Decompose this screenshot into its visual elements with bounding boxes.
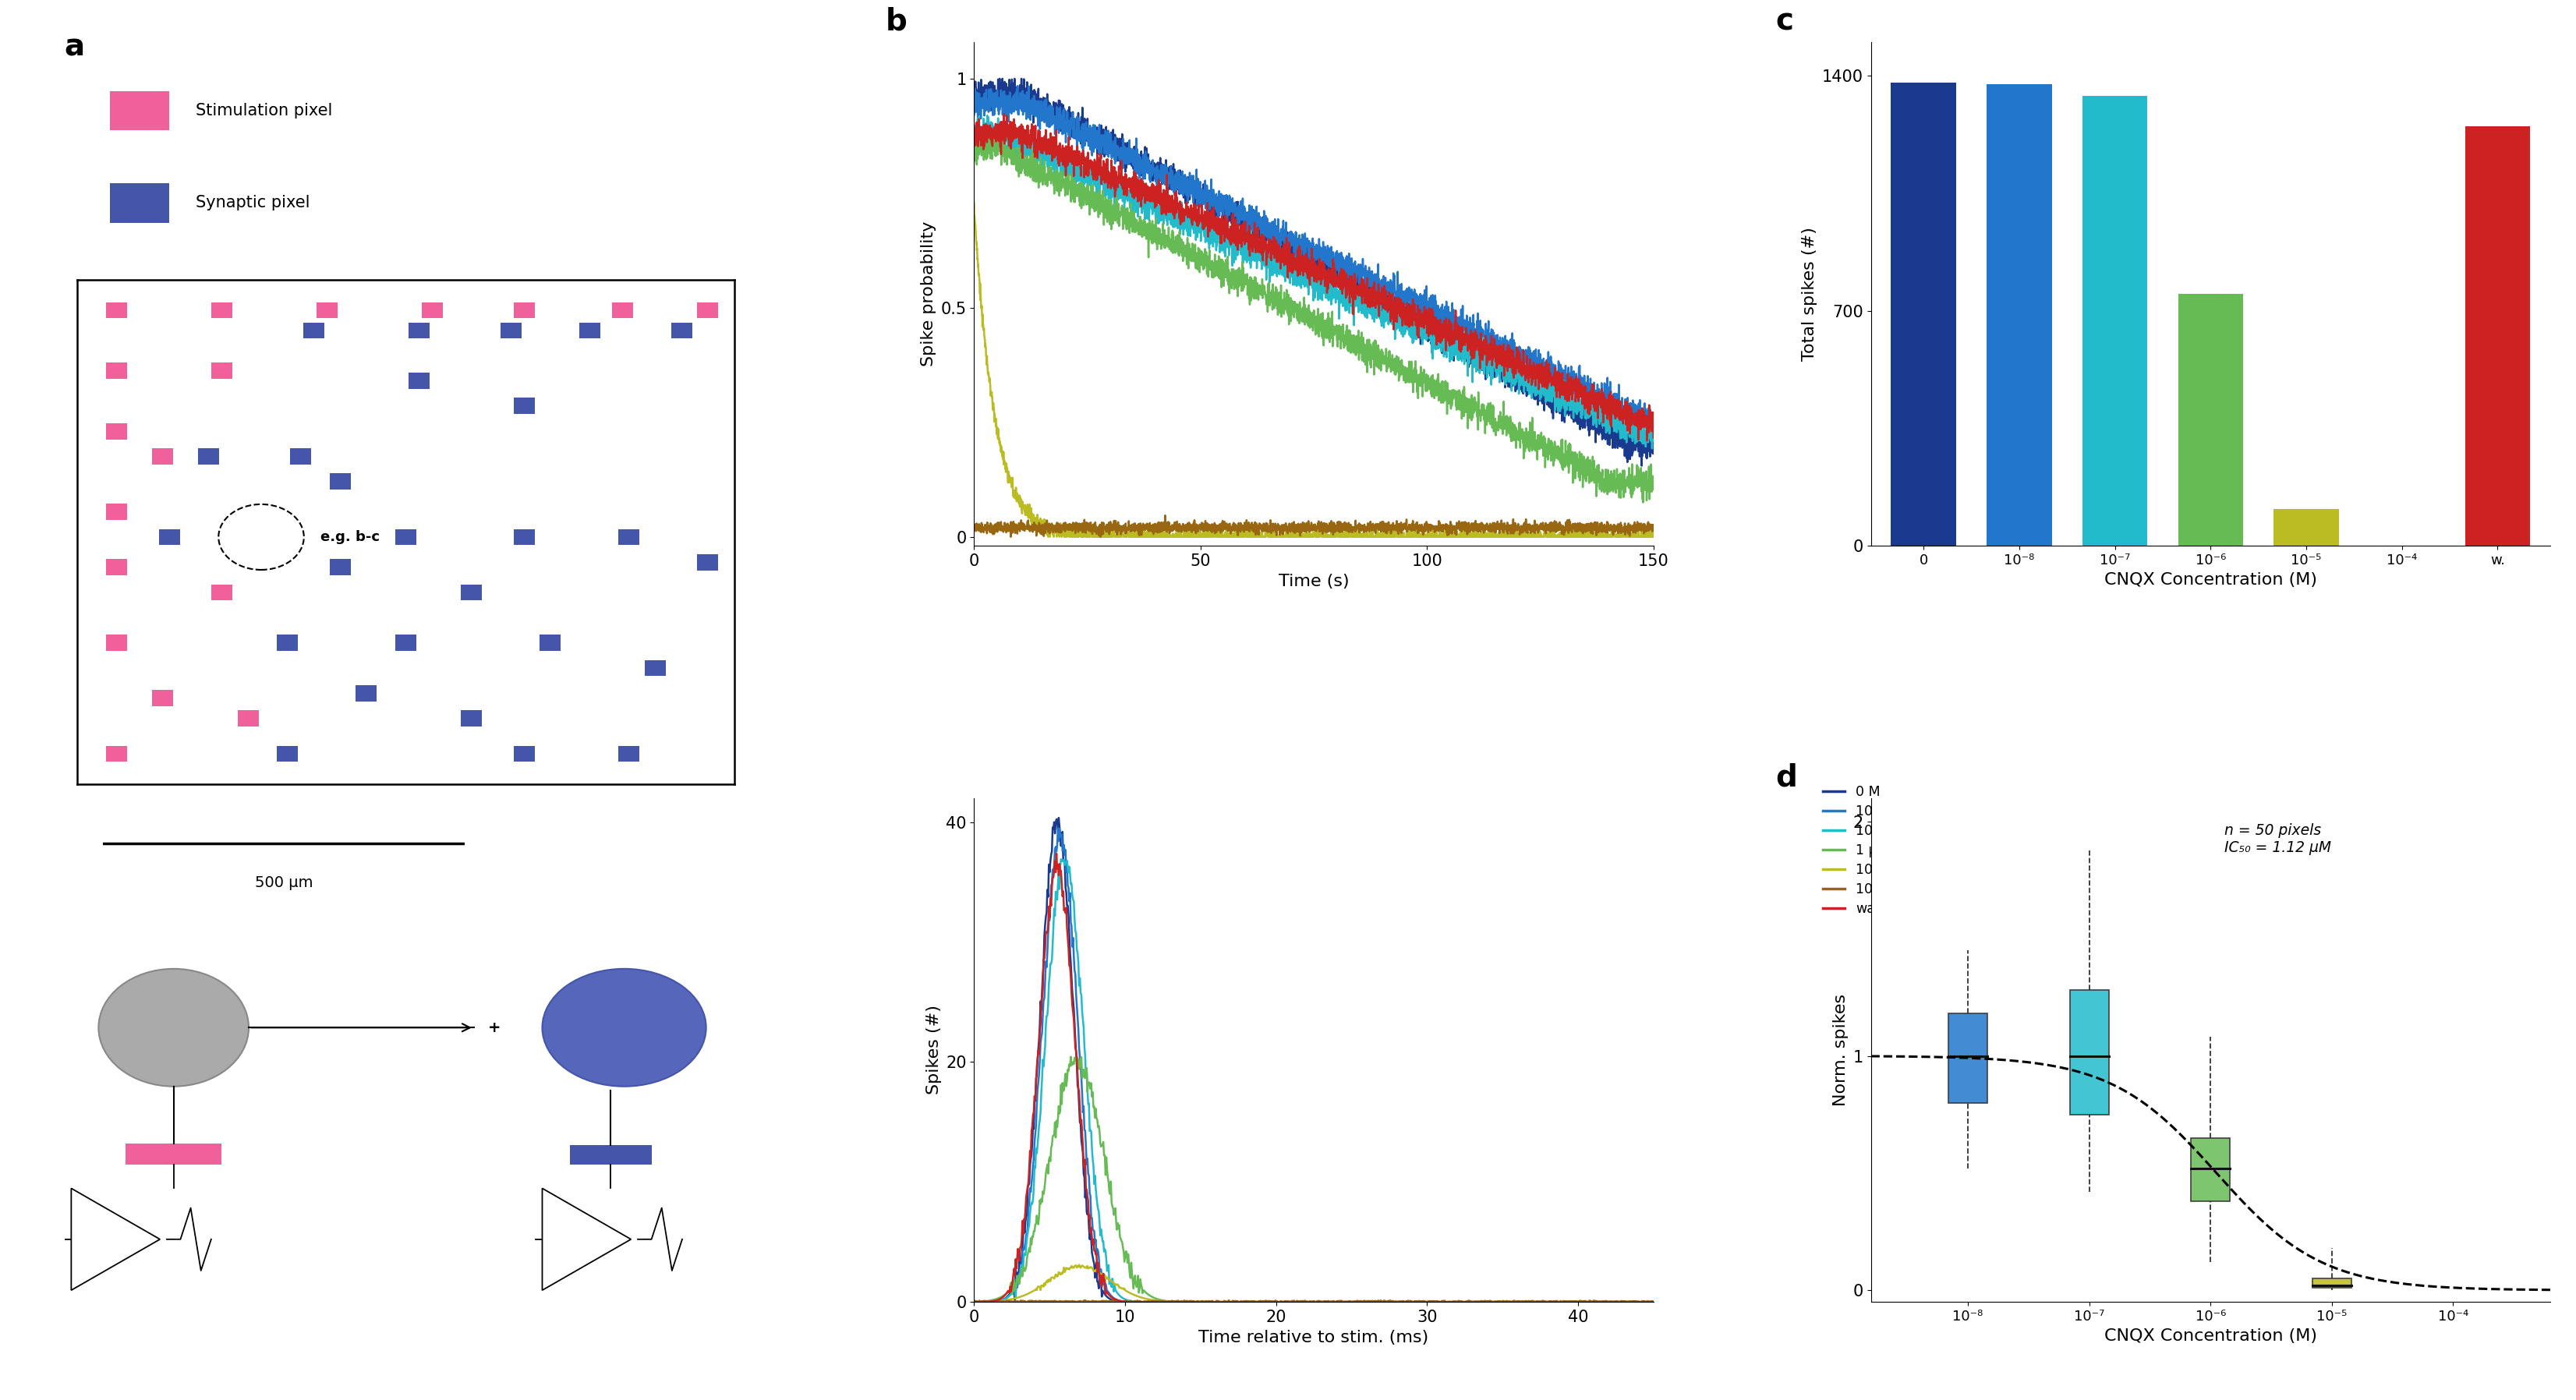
Bar [211,363,232,379]
Text: c: c [1775,7,1793,36]
Bar [152,448,173,465]
Bar [2275,510,2339,546]
Bar [330,473,350,490]
Bar [126,1144,222,1165]
Bar [618,746,639,762]
Bar [317,302,337,318]
Bar [2071,990,2110,1114]
Bar [541,634,562,651]
Bar [2465,126,2530,546]
Bar [513,398,533,414]
Text: e.g. b-c: e.g. b-c [319,531,379,545]
Text: 500 μm: 500 μm [255,875,312,890]
X-axis label: Time (s): Time (s) [1278,574,1350,589]
Bar [237,710,258,727]
Y-axis label: Spike probability: Spike probability [920,221,935,367]
Bar [569,1145,652,1165]
Text: b: b [886,7,907,36]
Bar [106,302,126,318]
Bar [160,529,180,545]
Bar [513,746,533,762]
Bar [106,363,126,379]
Bar [198,448,219,465]
Text: Synaptic pixel: Synaptic pixel [196,195,309,211]
Bar [152,690,173,707]
Bar [644,659,665,676]
Bar [580,322,600,339]
Bar [106,423,126,440]
Bar [2179,294,2244,546]
Bar [513,529,533,545]
Bar [2313,1278,2352,1288]
Bar [422,302,443,318]
Bar [106,746,126,762]
Ellipse shape [544,969,706,1086]
X-axis label: CNQX Concentration (M): CNQX Concentration (M) [2105,573,2316,588]
Bar [500,322,520,339]
Bar [613,302,634,318]
Bar [698,554,719,570]
Y-axis label: Total spikes (#): Total spikes (#) [1803,227,1819,361]
Bar [304,322,325,339]
X-axis label: CNQX Concentration (M): CNQX Concentration (M) [2105,1329,2316,1344]
Bar [106,504,126,519]
Bar [106,559,126,575]
X-axis label: Time relative to stim. (ms): Time relative to stim. (ms) [1198,1330,1430,1345]
Text: a: a [64,32,85,62]
Bar [111,183,170,223]
Text: Stimulation pixel: Stimulation pixel [196,104,332,119]
Bar [461,584,482,601]
Legend: 0 M, 10 nM, 100 nM, 1 μM, 10 μM, 100 μM, washout: 0 M, 10 nM, 100 nM, 1 μM, 10 μM, 100 μM,… [1819,780,1919,921]
Bar [291,448,312,465]
Bar [330,559,350,575]
Bar [211,584,232,601]
Bar [106,634,126,651]
Bar [1986,84,2050,546]
Bar [672,322,693,339]
Bar [461,710,482,727]
Y-axis label: Norm. spikes: Norm. spikes [1834,994,1850,1106]
Bar [278,634,299,651]
Text: n = 50 pixels
IC₅₀ = 1.12 μM: n = 50 pixels IC₅₀ = 1.12 μM [2223,823,2331,855]
Bar [394,634,417,651]
Bar [278,746,299,762]
Bar [394,529,417,545]
Bar [513,302,533,318]
Bar [211,302,232,318]
Bar [410,322,430,339]
Bar [698,302,719,318]
Bar [410,372,430,389]
Bar [1891,83,1955,546]
Bar [1947,1014,1986,1103]
Bar [2081,95,2148,546]
Bar [111,91,170,130]
Bar [2192,1138,2231,1201]
Ellipse shape [98,969,250,1086]
Bar [355,685,376,701]
Bar [618,529,639,545]
Y-axis label: Spikes (#): Spikes (#) [925,1005,940,1095]
Text: +: + [487,1021,500,1035]
Text: d: d [1775,763,1798,792]
